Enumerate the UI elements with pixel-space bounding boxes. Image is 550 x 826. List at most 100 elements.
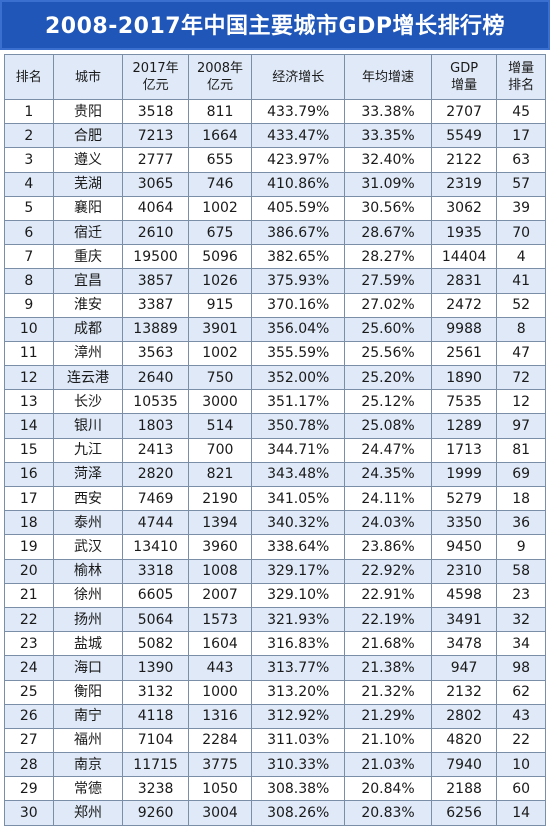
cell-city: 淮安 (52, 292, 124, 318)
cell-gdp-2017: 11715 (122, 752, 189, 778)
table-row: 19 武汉 13410 3960 338.64% 23.86% 9450 9 (4, 534, 546, 560)
cell-increment-rank: 62 (496, 679, 546, 705)
cell-avg-rate: 24.47% (344, 437, 432, 463)
cell-gdp-increment: 14404 (430, 244, 498, 270)
cell-rank: 25 (4, 679, 54, 705)
cell-city: 漳州 (52, 340, 124, 367)
cell-gdp-2017: 1390 (122, 655, 189, 681)
cell-avg-rate: 21.38% (344, 655, 432, 681)
cell-rank: 26 (4, 703, 54, 729)
cell-gdp-2017: 5082 (122, 631, 189, 657)
cell-avg-rate: 25.08% (344, 413, 432, 439)
cell-avg-rate: 32.40% (344, 147, 432, 173)
cell-gdp-2008: 2284 (187, 727, 253, 754)
cell-gdp-2017: 2413 (122, 437, 189, 463)
cell-gdp-increment: 3478 (430, 631, 498, 657)
cell-city: 常德 (52, 776, 124, 802)
cell-gdp-2008: 811 (187, 98, 253, 125)
cell-gdp-2017: 4064 (122, 195, 189, 221)
cell-rank: 22 (4, 606, 54, 633)
cell-rank: 8 (4, 268, 54, 294)
cell-city: 重庆 (52, 244, 124, 270)
cell-gdp-increment: 7535 (430, 389, 498, 415)
cell-rank: 27 (4, 727, 54, 754)
table-row: 8 宜昌 3857 1026 375.93% 27.59% 2831 41 (4, 268, 546, 294)
table-row: 20 榆林 3318 1008 329.17% 22.92% 2310 58 (4, 558, 546, 584)
table-row: 10 成都 13889 3901 356.04% 25.60% 9988 8 (4, 316, 546, 342)
table-row: 4 芜湖 3065 746 410.86% 31.09% 2319 57 (4, 171, 546, 197)
cell-avg-rate: 25.60% (344, 316, 432, 342)
cell-city: 遵义 (52, 147, 124, 173)
cell-gdp-2017: 19500 (122, 244, 189, 270)
cell-gdp-2017: 6605 (122, 582, 189, 608)
cell-city: 成都 (52, 316, 124, 342)
cell-increment-rank: 23 (496, 582, 546, 608)
cell-city: 盐城 (52, 631, 124, 657)
cell-growth: 321.93% (251, 606, 346, 633)
cell-city: 西安 (52, 485, 124, 512)
cell-increment-rank: 17 (496, 123, 546, 149)
cell-rank: 24 (4, 655, 54, 681)
cell-gdp-increment: 2707 (430, 98, 498, 125)
cell-increment-rank: 43 (496, 703, 546, 729)
cell-increment-rank: 12 (496, 389, 546, 415)
cell-avg-rate: 21.68% (344, 631, 432, 657)
cell-increment-rank: 10 (496, 752, 546, 778)
cell-growth: 312.92% (251, 703, 346, 729)
cell-gdp-increment: 1713 (430, 437, 498, 463)
cell-growth: 433.47% (251, 123, 346, 149)
cell-gdp-2008: 2190 (187, 485, 253, 512)
table-row: 5 襄阳 4064 1002 405.59% 30.56% 3062 39 (4, 195, 546, 221)
cell-city: 徐州 (52, 582, 124, 608)
cell-avg-rate: 25.20% (344, 365, 432, 391)
cell-gdp-2017: 3518 (122, 98, 189, 125)
table-row: 24 海口 1390 443 313.77% 21.38% 947 98 (4, 655, 546, 681)
cell-increment-rank: 4 (496, 244, 546, 270)
cell-gdp-2017: 3065 (122, 171, 189, 197)
cell-increment-rank: 8 (496, 316, 546, 342)
cell-growth: 343.48% (251, 461, 346, 488)
cell-increment-rank: 69 (496, 461, 546, 488)
cell-rank: 1 (4, 98, 54, 125)
cell-gdp-2017: 3387 (122, 292, 189, 318)
cell-growth: 352.00% (251, 365, 346, 391)
header-growth: 经济增长 (251, 54, 346, 100)
cell-increment-rank: 9 (496, 534, 546, 560)
cell-gdp-2017: 4744 (122, 510, 189, 536)
table-row: 26 南宁 4118 1316 312.92% 21.29% 2802 43 (4, 703, 546, 729)
cell-gdp-2008: 1002 (187, 195, 253, 221)
cell-increment-rank: 98 (496, 655, 546, 681)
cell-growth: 433.79% (251, 98, 346, 125)
cell-gdp-increment: 2188 (430, 776, 498, 802)
cell-growth: 375.93% (251, 268, 346, 294)
cell-avg-rate: 24.11% (344, 485, 432, 512)
cell-growth: 329.10% (251, 582, 346, 608)
table-row: 2 合肥 7213 1664 433.47% 33.35% 5549 17 (4, 123, 546, 149)
cell-gdp-increment: 2319 (430, 171, 498, 197)
cell-gdp-2008: 1008 (187, 558, 253, 584)
table-row: 29 常德 3238 1050 308.38% 20.84% 2188 60 (4, 776, 546, 802)
cell-gdp-2017: 4118 (122, 703, 189, 729)
cell-gdp-2008: 1604 (187, 631, 253, 657)
cell-gdp-increment: 2132 (430, 679, 498, 705)
cell-gdp-increment: 9450 (430, 534, 498, 560)
cell-gdp-2008: 746 (187, 171, 253, 197)
cell-city: 贵阳 (52, 98, 124, 125)
cell-growth: 340.32% (251, 510, 346, 536)
cell-increment-rank: 58 (496, 558, 546, 584)
cell-rank: 19 (4, 534, 54, 560)
cell-avg-rate: 27.02% (344, 292, 432, 318)
cell-city: 连云港 (52, 365, 124, 391)
cell-growth: 313.77% (251, 655, 346, 681)
cell-increment-rank: 57 (496, 171, 546, 197)
cell-rank: 14 (4, 413, 54, 439)
cell-city: 芜湖 (52, 171, 124, 197)
cell-gdp-2008: 1316 (187, 703, 253, 729)
cell-growth: 423.97% (251, 147, 346, 173)
cell-growth: 355.59% (251, 340, 346, 367)
cell-growth: 356.04% (251, 316, 346, 342)
cell-avg-rate: 31.09% (344, 171, 432, 197)
cell-avg-rate: 25.12% (344, 389, 432, 415)
cell-increment-rank: 70 (496, 219, 546, 246)
